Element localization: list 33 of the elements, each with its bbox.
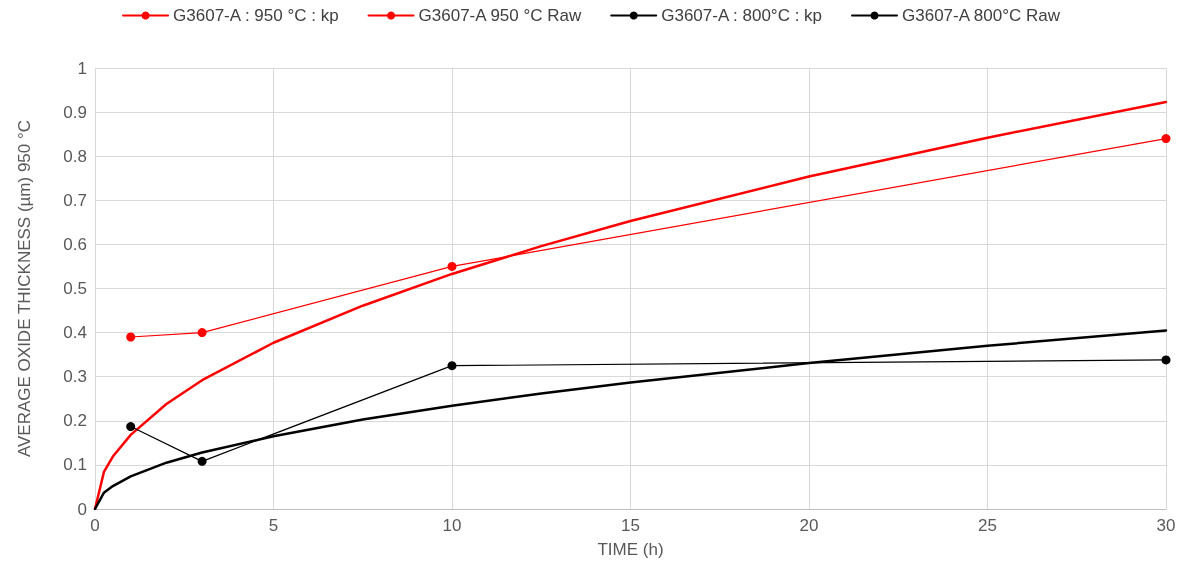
y-tick-label: 0.4 [63, 323, 87, 343]
y-tick-label: 0.5 [63, 279, 87, 298]
legend-label: G3607-A 950 °C Raw [418, 6, 583, 25]
x-tick-label: 0 [90, 516, 100, 535]
point [197, 456, 207, 466]
y-tick-label: 0 [77, 499, 87, 519]
y-tick-label: 0.7 [63, 190, 87, 210]
point [447, 361, 457, 371]
y-tick-label: 1 [77, 58, 87, 78]
point [126, 422, 136, 432]
y-tick-label: 0.6 [63, 234, 87, 254]
x-tick-label: 20 [799, 516, 819, 535]
legend-label: G3607-A : 800°C : kp [661, 6, 823, 25]
line-series [93, 329, 1168, 511]
y-axis-title: AVERAGE OXIDE THICKNESS (µm) 950 °C [15, 119, 34, 458]
x-axis-title: TIME (h) [597, 540, 664, 559]
point [447, 261, 457, 271]
x-tick-label: 5 [268, 516, 279, 535]
y-tick-label: 0.9 [63, 102, 87, 122]
legend-label: G3607-A : 950 °C : kp [173, 6, 339, 25]
y-tick-label: 0.8 [63, 146, 87, 166]
point [126, 332, 136, 342]
legend-label: G3607-A 800°C Raw [902, 6, 1061, 25]
y-tick-label: 0.2 [63, 411, 87, 431]
y-tick-label: 0.1 [63, 455, 87, 475]
point [1161, 355, 1171, 365]
x-tick-label: 25 [978, 516, 997, 535]
x-tick-label: 30 [1156, 516, 1176, 535]
x-tick-label: 10 [442, 516, 462, 535]
y-tick-label: 0.3 [63, 367, 87, 387]
x-tick-label: 15 [621, 516, 640, 535]
point [197, 328, 207, 338]
point [1161, 134, 1171, 144]
